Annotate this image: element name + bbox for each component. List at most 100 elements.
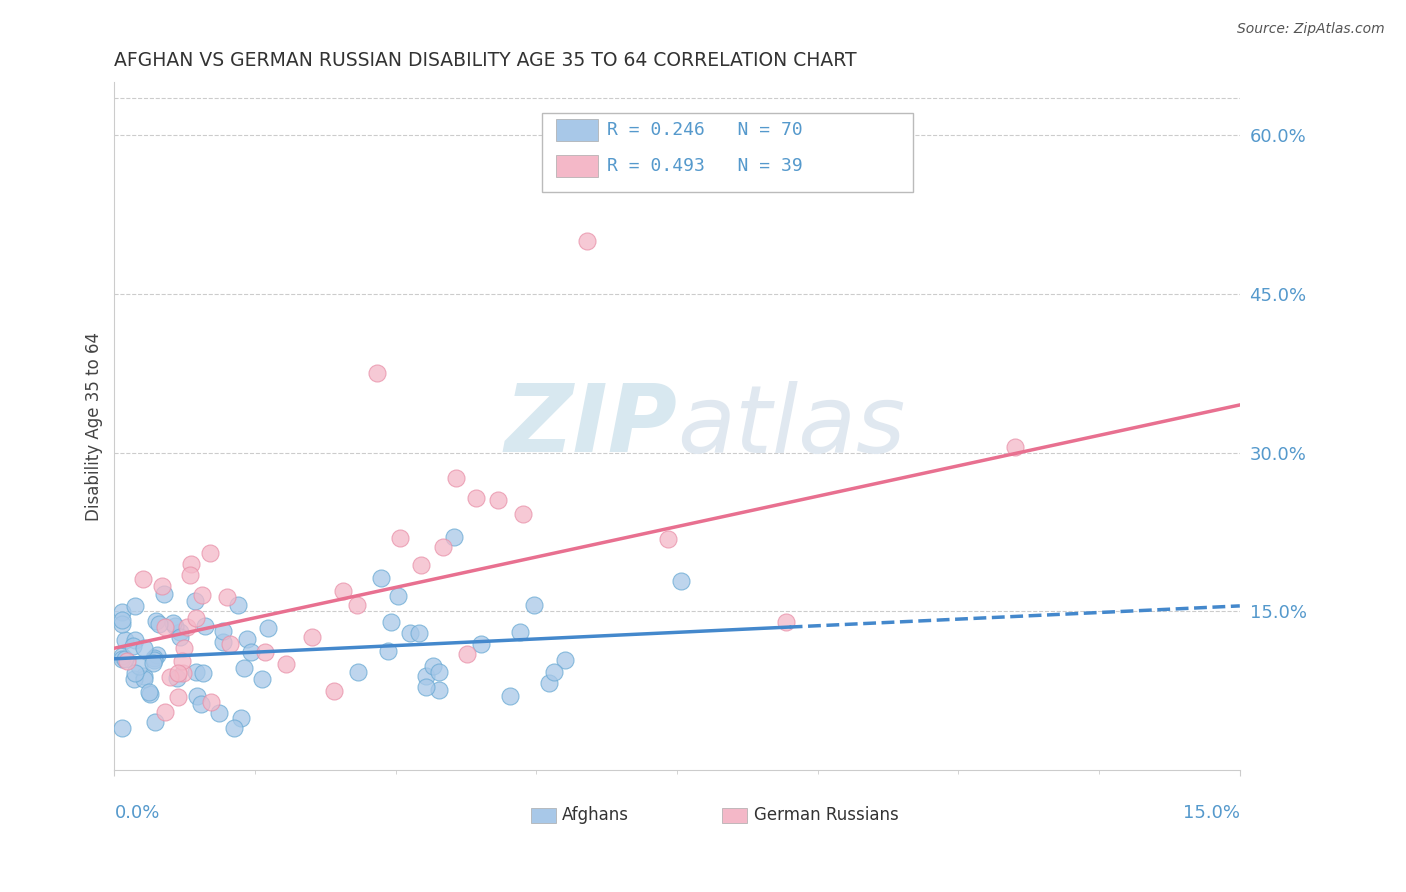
Point [465, 491, 488, 505]
Point [114, 652, 136, 666]
Point [222, 721, 245, 735]
Point [236, 632, 259, 646]
Point [512, 507, 534, 521]
Point [239, 645, 262, 659]
Text: 0.0%: 0.0% [114, 804, 160, 822]
Point [208, 706, 231, 720]
Point [257, 621, 280, 635]
Point [159, 670, 181, 684]
Point [218, 637, 240, 651]
Point [173, 640, 195, 655]
Point [443, 530, 465, 544]
Point [172, 654, 194, 668]
Point [470, 637, 492, 651]
Point [444, 470, 467, 484]
Point [212, 635, 235, 649]
Point [111, 721, 134, 735]
Point [427, 665, 450, 679]
Point [346, 598, 368, 612]
Point [193, 666, 215, 681]
Point [121, 639, 143, 653]
Point [399, 626, 422, 640]
Point [387, 589, 409, 603]
Point [347, 665, 370, 679]
Point [523, 598, 546, 612]
Bar [723, 807, 747, 822]
Text: 15.0%: 15.0% [1182, 804, 1240, 822]
Point [162, 615, 184, 630]
Point [554, 653, 576, 667]
Point [179, 567, 201, 582]
Point [775, 615, 797, 630]
Point [152, 587, 174, 601]
Point [228, 599, 250, 613]
Point [509, 624, 531, 639]
Point [143, 715, 166, 730]
Point [111, 616, 134, 631]
Point [456, 647, 478, 661]
Point [111, 605, 134, 619]
Point [377, 644, 399, 658]
Point [332, 584, 354, 599]
Point [148, 616, 170, 631]
Point [146, 648, 169, 662]
Point [429, 682, 451, 697]
Point [111, 649, 134, 664]
Point [134, 669, 156, 683]
Point [411, 558, 433, 572]
Point [215, 590, 238, 604]
Point [114, 632, 136, 647]
Point [389, 531, 412, 545]
Point [169, 625, 191, 640]
Point [212, 624, 235, 639]
Point [301, 630, 323, 644]
Point [432, 540, 454, 554]
Text: R = 0.493   N = 39: R = 0.493 N = 39 [607, 156, 803, 175]
Point [576, 234, 599, 248]
Point [669, 574, 692, 588]
Point [488, 493, 510, 508]
Point [111, 652, 134, 666]
Point [145, 614, 167, 628]
Point [252, 672, 274, 686]
Point [167, 666, 190, 681]
Point [380, 615, 402, 629]
Point [153, 705, 176, 719]
Point [184, 665, 207, 680]
Point [198, 545, 221, 559]
Y-axis label: Disability Age 35 to 64: Disability Age 35 to 64 [86, 332, 103, 521]
Point [132, 672, 155, 686]
Bar [555, 119, 599, 141]
Point [128, 658, 150, 673]
Point [142, 657, 165, 671]
Point [132, 640, 155, 655]
Point [124, 666, 146, 681]
Point [498, 689, 520, 703]
Point [169, 631, 191, 645]
Point [166, 671, 188, 685]
Point [124, 633, 146, 648]
Point [1004, 440, 1026, 454]
Point [152, 579, 174, 593]
Text: Source: ZipAtlas.com: Source: ZipAtlas.com [1237, 22, 1385, 37]
Point [366, 366, 388, 380]
FancyBboxPatch shape [543, 113, 914, 193]
Bar [531, 807, 555, 822]
Bar [555, 154, 599, 177]
Point [122, 672, 145, 686]
Point [183, 594, 205, 608]
Point [115, 654, 138, 668]
Point [186, 689, 208, 703]
Point [322, 684, 344, 698]
Point [165, 619, 187, 633]
Point [190, 698, 212, 712]
Point [543, 665, 565, 679]
Point [143, 650, 166, 665]
Text: R = 0.246   N = 70: R = 0.246 N = 70 [607, 120, 803, 139]
Point [180, 557, 202, 571]
Point [274, 657, 297, 672]
Point [229, 711, 252, 725]
Point [111, 614, 134, 628]
Point [166, 690, 188, 705]
Point [191, 588, 214, 602]
